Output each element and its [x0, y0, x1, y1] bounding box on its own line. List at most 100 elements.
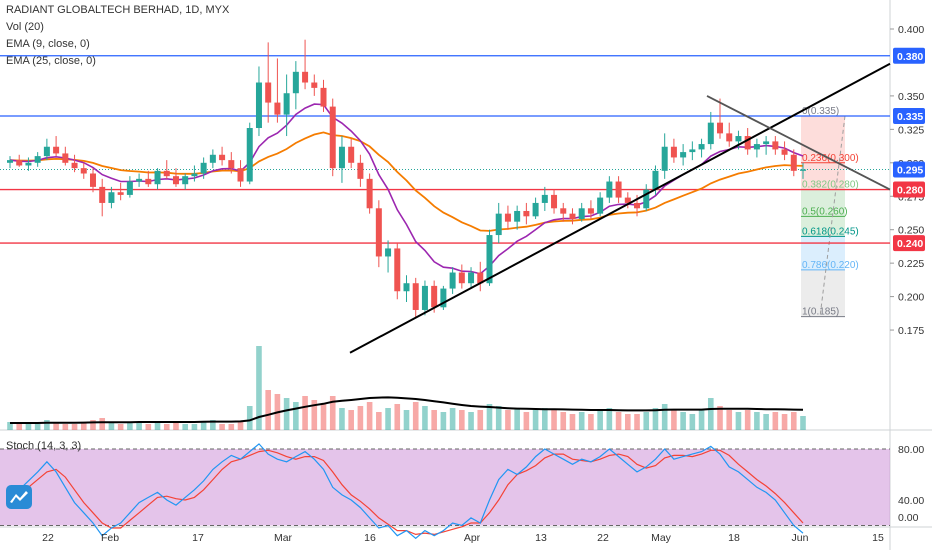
candle-body	[615, 181, 622, 198]
volume-bar	[754, 412, 760, 430]
volume-bar	[569, 414, 576, 430]
candle-body	[541, 194, 548, 203]
candle-body	[80, 168, 87, 174]
volume-bar	[53, 422, 59, 430]
candle-body	[726, 133, 733, 142]
x-tick-label: 15	[872, 532, 884, 544]
price-tag	[893, 161, 925, 178]
candle-body	[753, 144, 760, 150]
stoch-tick-label: 0.00	[898, 512, 919, 524]
volume-bar	[357, 406, 364, 430]
fib-level-label: 0.382(0.280)	[802, 180, 859, 191]
candle-body	[551, 194, 558, 209]
candle-body	[348, 146, 355, 163]
volume-bar	[265, 390, 271, 430]
fib-level-label: 0.786(0.220)	[802, 260, 859, 271]
volume-bar	[394, 404, 401, 430]
candle-body	[634, 202, 641, 209]
candle-body	[7, 160, 13, 163]
volume-bar	[34, 424, 41, 430]
price-tag	[893, 47, 925, 64]
volume-bar	[486, 404, 493, 430]
price-tag-label: 0.280	[897, 185, 923, 197]
volume-bar	[219, 424, 225, 430]
candle-body	[495, 213, 502, 236]
candle-body	[255, 82, 262, 129]
volume-bar	[62, 424, 69, 430]
price-tag	[893, 181, 925, 198]
candle-body	[578, 208, 585, 219]
candle-body	[108, 192, 115, 203]
volume-bar	[228, 424, 235, 430]
candle-body	[338, 146, 345, 169]
candle-body	[763, 141, 770, 145]
volume-bar	[376, 412, 382, 430]
volume-bar	[256, 346, 262, 430]
candle-body	[781, 149, 788, 155]
fib-level-label: 0.5(0.260)	[802, 206, 848, 217]
candle-body	[689, 149, 696, 153]
volume-bar	[532, 410, 539, 430]
candle-body	[228, 160, 235, 169]
volume-bar	[800, 416, 806, 430]
x-tick-label: 22	[597, 532, 609, 544]
volume-bar	[643, 412, 650, 430]
uptrend-line	[349, 62, 891, 354]
candle-body	[532, 202, 539, 217]
candle-body	[680, 152, 687, 158]
volume-bar	[588, 414, 594, 430]
candle-body	[99, 186, 106, 203]
stoch-legend[interactable]: Stoch (14, 3, 3)	[6, 440, 82, 452]
volume-bar	[154, 422, 161, 430]
candle-body	[154, 170, 161, 185]
price-tag-label: 0.240	[897, 238, 923, 250]
volume-bar	[182, 424, 188, 430]
candle-body	[670, 146, 677, 158]
volume-bar	[431, 410, 437, 430]
candle-body	[366, 178, 373, 209]
volume-bar	[689, 414, 696, 430]
candle-body	[394, 248, 401, 292]
candle-body	[219, 154, 226, 161]
downtrend-line	[706, 95, 891, 191]
x-tick-label: Mar	[274, 532, 293, 544]
volume-bar	[781, 414, 788, 430]
candle-body	[449, 272, 456, 289]
y-tick-label: 0.250	[898, 225, 924, 237]
candle-body	[375, 208, 382, 257]
x-tick-label: 17	[192, 532, 204, 544]
volume-bar	[329, 396, 336, 430]
volume-bar	[560, 412, 567, 430]
candle-body	[145, 178, 152, 185]
volume-bar	[735, 412, 742, 430]
volume-bar	[606, 408, 613, 430]
candle-body	[744, 136, 751, 150]
volume-bar	[449, 408, 456, 430]
stoch-tick-label: 80.00	[898, 444, 924, 456]
volume-bar	[422, 406, 428, 430]
x-tick-label: 16	[364, 532, 376, 544]
volume-bar	[210, 420, 216, 430]
stoch-tick-label: 40.00	[898, 495, 924, 507]
volume-bar	[311, 400, 318, 430]
volume-bar	[99, 418, 106, 430]
candle-body	[246, 128, 253, 182]
volume-bar	[495, 406, 502, 430]
y-tick-label: 0.175	[898, 325, 924, 337]
volume-bar	[385, 408, 391, 430]
volume-bar	[136, 422, 142, 430]
volume-bar	[108, 422, 115, 430]
ema25-legend[interactable]: EMA (25, close, 0)	[6, 55, 96, 67]
candle-body	[652, 170, 659, 190]
candle-body	[717, 122, 724, 134]
volume-bar	[652, 408, 659, 430]
y-tick-label: 0.400	[898, 24, 924, 36]
ema9-legend[interactable]: EMA (9, close, 0)	[6, 38, 90, 50]
stoch-k-line	[9, 443, 804, 540]
y-tick-label: 0.200	[898, 292, 924, 304]
volume-bar	[790, 412, 797, 430]
volume-legend[interactable]: Vol (20)	[6, 21, 44, 33]
candle-body	[43, 146, 50, 157]
candle-body	[385, 248, 392, 257]
